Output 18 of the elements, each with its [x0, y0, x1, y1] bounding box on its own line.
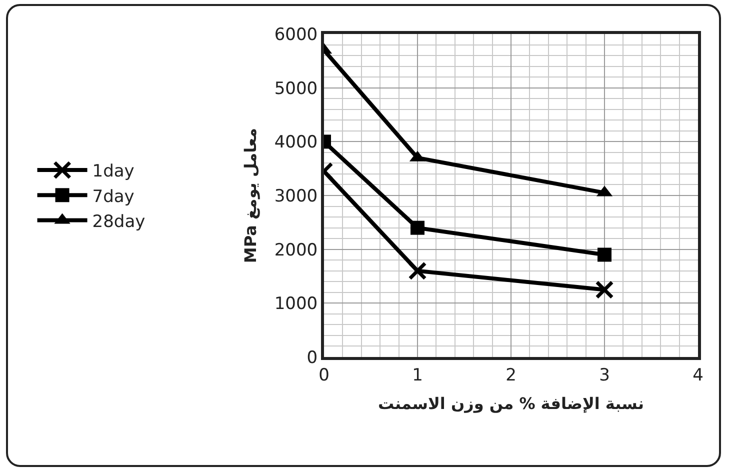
point [595, 280, 614, 299]
y-tick-label: 2000 [274, 240, 318, 260]
x-tick-label: 1 [412, 365, 423, 386]
x-tick-label: 3 [599, 365, 610, 386]
y-tick-label: 0 [306, 348, 318, 368]
y-tick-label: 6000 [274, 24, 318, 45]
x-axis-title: نسبة الإضافة % من وزن الاسمنت [378, 394, 644, 414]
x-tick-label: 4 [692, 365, 704, 386]
y-tick-label: 3000 [274, 186, 318, 206]
point [598, 248, 612, 262]
legend-label: 28day [92, 212, 146, 232]
legend-label: 1day [92, 162, 134, 182]
y-tick-label: 5000 [274, 78, 318, 99]
y-axis-title: MPa معامل يومغ [241, 128, 260, 264]
x-tick-label: 2 [506, 365, 516, 386]
y-tick-label: 1000 [274, 294, 318, 314]
legend-label: 7day [92, 186, 134, 207]
y-tick-label: 4000 [274, 132, 318, 153]
